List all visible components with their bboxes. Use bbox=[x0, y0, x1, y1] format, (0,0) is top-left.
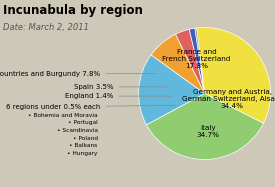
Text: Low Countries and Burgundy 7.8%: Low Countries and Burgundy 7.8% bbox=[0, 71, 157, 77]
Text: France and
French Switzerland
17.8%: France and French Switzerland 17.8% bbox=[163, 49, 231, 69]
Text: 6 regions under 0.5% each: 6 regions under 0.5% each bbox=[6, 104, 177, 110]
Wedge shape bbox=[197, 27, 271, 123]
Text: Germany and Austria,
German Switzerland, Alsace
34.4%: Germany and Austria, German Switzerland,… bbox=[182, 89, 275, 109]
Wedge shape bbox=[189, 28, 205, 93]
Text: • Balkans: • Balkans bbox=[69, 143, 98, 148]
Text: • Bohemia and Moravia: • Bohemia and Moravia bbox=[28, 113, 98, 118]
Text: Date: March 2, 2011: Date: March 2, 2011 bbox=[3, 23, 89, 32]
Wedge shape bbox=[195, 28, 205, 94]
Text: • Scandinavia: • Scandinavia bbox=[57, 128, 98, 133]
Text: • Poland: • Poland bbox=[73, 136, 98, 141]
Wedge shape bbox=[151, 34, 205, 94]
Wedge shape bbox=[147, 94, 263, 160]
Text: Incunabula by region: Incunabula by region bbox=[3, 4, 143, 17]
Text: • Hungary: • Hungary bbox=[67, 151, 98, 156]
Wedge shape bbox=[175, 29, 205, 94]
Wedge shape bbox=[139, 55, 205, 125]
Text: Italy
34.7%: Italy 34.7% bbox=[196, 125, 219, 138]
Text: England 1.4%: England 1.4% bbox=[65, 93, 171, 99]
Text: • Portugal: • Portugal bbox=[68, 120, 98, 125]
Text: Spain 3.5%: Spain 3.5% bbox=[74, 84, 167, 90]
